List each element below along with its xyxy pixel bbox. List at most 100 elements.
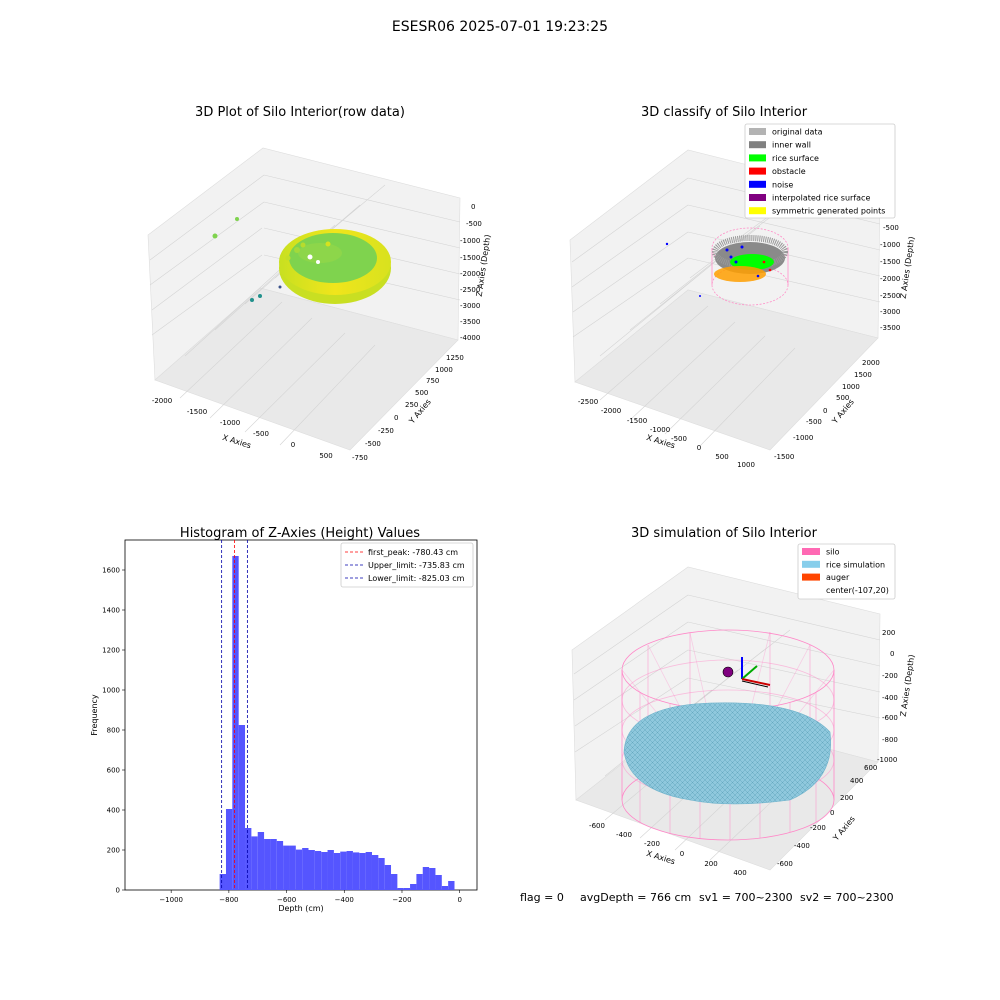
histogram-legend-frame	[340, 542, 474, 588]
raw-z-tick: -3000	[460, 302, 480, 310]
classify-z-label: Z Axies (Depth)	[899, 236, 917, 299]
simulation-title: 3D simulation of Silo Interior	[631, 526, 818, 541]
raw-z-tick: -500	[466, 220, 482, 228]
simulation-legend-label: auger	[826, 573, 850, 582]
raw-y-ticks: -750 -500 -250 0 250 500 750 1000 1250	[352, 354, 464, 462]
classify-x-tick: -2000	[601, 407, 621, 415]
figure-suptitle: ESESR06 2025-07-01 19:23:25	[392, 19, 608, 35]
classify-y-tick: 1500	[854, 371, 872, 379]
histogram-y-tick-label: 1400	[102, 607, 120, 615]
classify-legend-label: noise	[772, 180, 793, 189]
classify-legend-frame	[744, 123, 896, 219]
histogram-bar	[416, 874, 423, 890]
classify-x-tick: 500	[715, 453, 728, 461]
histogram-x-tick-label: −1000	[159, 896, 183, 904]
classify-x-tick: -2500	[578, 398, 598, 406]
classify-x-ticks: -2500 -2000 -1500 -1000 -500 0 500 1000	[578, 398, 755, 469]
classify-z-tick: -2000	[880, 275, 900, 283]
simulation-y-tick: 600	[864, 764, 877, 772]
classify-y-tick: 2000	[862, 359, 880, 367]
histogram-bar	[365, 852, 372, 890]
status-sv2: sv2 = 700~2300	[800, 891, 894, 904]
histogram-x-label: Depth (cm)	[278, 904, 323, 913]
simulation-legend-label: rice simulation	[826, 560, 885, 569]
raw-y-tick: 500	[415, 389, 428, 397]
histogram-bar	[308, 850, 315, 890]
classify-legend-label: inner wall	[772, 141, 811, 150]
simulation-x-tick: 400	[733, 869, 746, 877]
simulation-z-tick: -200	[882, 672, 898, 680]
classify-z-tick: -500	[883, 224, 899, 232]
simulation-rice-surface	[623, 702, 831, 805]
histogram-x-tick-label: −800	[219, 896, 238, 904]
histogram-bar	[321, 852, 328, 890]
classify-legend-label: symmetric generated points	[772, 207, 885, 216]
classify-x-tick: -1500	[627, 417, 647, 425]
histogram-bar	[340, 851, 347, 890]
histogram-title: Histogram of Z-Axies (Height) Values	[180, 526, 420, 541]
classify-y-tick: -1500	[774, 453, 794, 461]
histogram-bar	[397, 888, 404, 890]
histogram-bar	[270, 839, 277, 890]
panel-raw-title: 3D Plot of Silo Interior(row data)	[195, 105, 405, 120]
raw-z-tick: -1000	[460, 237, 480, 245]
classify-legend-swatch	[749, 207, 766, 215]
histogram-x-tick-label: −400	[335, 896, 354, 904]
simulation-y-tick: 400	[850, 777, 863, 785]
raw-z-tick: 0	[471, 203, 475, 211]
histogram-x-tick-label: −200	[392, 896, 411, 904]
raw-x-ticks: -2000 -1500 -1000 -500 0 500	[152, 397, 333, 460]
classify-z-tick: -1500	[880, 258, 900, 266]
histogram-legend-label: Lower_limit: -825.03 cm	[368, 574, 465, 583]
simulation-legend-label: center(-107,20)	[826, 586, 889, 595]
raw-y-tick: 750	[426, 377, 439, 385]
histogram-legend: first_peak: -780.43 cm Upper_limit: -735.…	[340, 542, 474, 588]
raw-y-tick: 1000	[435, 366, 453, 374]
histogram-bar	[333, 853, 341, 890]
auger-center-marker	[722, 666, 734, 678]
histogram-y-tick-label: 1200	[102, 647, 120, 655]
classify-legend-swatch	[749, 128, 766, 135]
classify-legend-swatch	[749, 154, 766, 162]
simulation-z-tick: -1000	[877, 756, 897, 764]
histogram-bars	[219, 556, 455, 890]
histogram-bar	[327, 850, 334, 890]
raw-x-tick: -1500	[187, 408, 207, 416]
histogram-bar	[276, 841, 284, 890]
classify-z-tick: -3000	[880, 308, 900, 316]
simulation-auger	[722, 657, 771, 688]
simulation-x-tick: -600	[589, 822, 605, 830]
histogram-y-tick-label: 600	[107, 767, 120, 775]
raw-point-cloud	[212, 217, 391, 304]
classify-z-tick: -3500	[880, 324, 900, 332]
raw-x-label: X Axies	[221, 433, 252, 450]
classify-legend-label: original data	[772, 128, 823, 137]
classify-y-tick: 1000	[842, 383, 860, 391]
raw-z-tick: -2500	[460, 286, 480, 294]
classify-x-tick: -1000	[650, 426, 670, 434]
classify-legend-swatch	[749, 167, 766, 175]
histogram-bar	[384, 865, 392, 890]
classify-x-tick: 0	[697, 444, 701, 452]
simulation-z-ticks: 200 0 -200 -400 -600 -800 -1000	[877, 629, 898, 764]
simulation-z-tick: 0	[890, 650, 894, 658]
simulation-z-label: Z Axies (Depth)	[899, 654, 917, 717]
classify-point-cloud	[665, 227, 789, 306]
histogram-y-label: Frequency	[90, 694, 99, 736]
simulation-legend-swatch	[802, 560, 820, 568]
simulation-legend: silo rice simulation auger center(-107,20)	[797, 543, 896, 600]
simulation-x-tick: -400	[616, 831, 632, 839]
histogram-bar	[371, 855, 379, 890]
simulation-x-tick: -200	[644, 840, 660, 848]
panel-simulation-3d: 3D simulation of Silo Interior	[571, 526, 917, 877]
histogram-y-tick-label: 0	[116, 887, 120, 895]
classify-legend-label: obstacle	[772, 167, 806, 176]
raw-grid-lines	[149, 174, 461, 446]
raw-x-tick: -2000	[152, 397, 172, 405]
histogram-bar	[295, 849, 303, 890]
histogram-bar	[314, 851, 322, 890]
classify-x-tick: 1000	[737, 461, 755, 469]
classify-x-tick: -500	[671, 435, 687, 443]
raw-y-tick: -250	[378, 427, 394, 435]
raw-z-tick: -1500	[460, 254, 480, 262]
